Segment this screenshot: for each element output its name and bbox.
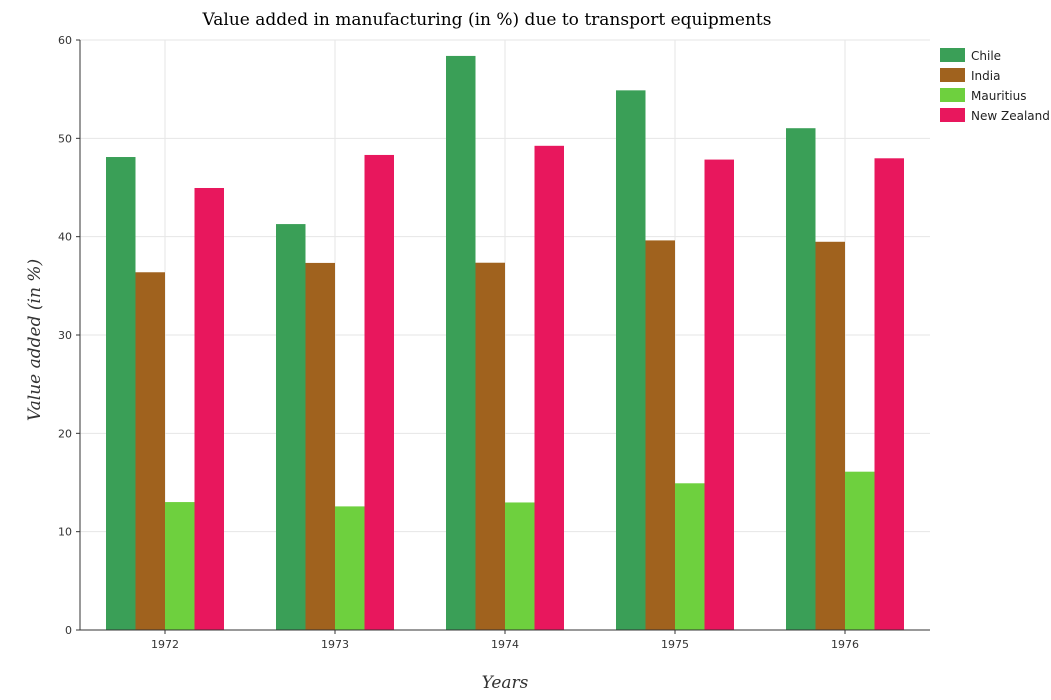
bar-india-1974: [475, 262, 505, 630]
x-tick-label: 1974: [491, 638, 519, 651]
bar-new-zealand-1973: [364, 154, 394, 630]
bar-chile-1974: [446, 55, 476, 631]
x-tick-label: 1975: [661, 638, 689, 651]
bar-mauritius-1972: [165, 502, 195, 630]
legend-swatch: [940, 88, 965, 102]
x-axis-title: Years: [482, 673, 529, 693]
bar-new-zealand-1975: [704, 159, 734, 630]
legend-label: Chile: [971, 49, 1001, 63]
y-tick-label: 30: [58, 329, 72, 342]
bar-india-1975: [645, 240, 675, 631]
axes: 0 10 20 30 40 50 60 1972 1973 1974 1975 1976: [58, 34, 930, 651]
bar-new-zealand-1976: [874, 158, 904, 631]
legend-swatch: [940, 68, 965, 82]
bar-mauritius-1974: [505, 502, 535, 630]
legend: Chile India Mauritius New Zealand: [940, 48, 1050, 123]
y-tick-label: 60: [58, 34, 72, 47]
legend-label: New Zealand: [971, 109, 1050, 123]
x-tick-label: 1973: [321, 638, 349, 651]
legend-swatch: [940, 48, 965, 62]
bar-mauritius-1975: [675, 483, 705, 630]
x-tick-label: 1972: [151, 638, 179, 651]
legend-label: India: [971, 69, 1000, 83]
bar-chile-1972: [106, 157, 136, 630]
bar-india-1972: [135, 272, 165, 630]
bar-mauritius-1976: [845, 471, 875, 630]
bar-mauritius-1973: [335, 506, 365, 630]
bar-new-zealand-1972: [194, 187, 224, 630]
y-tick-label: 10: [58, 526, 72, 539]
legend-label: Mauritius: [971, 89, 1026, 103]
y-tick-label: 40: [58, 231, 72, 244]
legend-swatch: [940, 108, 965, 122]
bar-new-zealand-1974: [534, 145, 564, 630]
chart-title: Value added in manufacturing (in %) due …: [202, 10, 772, 30]
bar-chile-1973: [276, 224, 306, 630]
bar-india-1976: [815, 241, 845, 630]
y-tick-label: 50: [58, 132, 72, 145]
y-tick-label: 0: [65, 624, 72, 637]
x-tick-label: 1976: [831, 638, 859, 651]
bar-india-1973: [305, 262, 335, 630]
y-axis-title: Value added (in %): [25, 259, 45, 421]
bar-chile-1976: [786, 128, 816, 630]
bars: [106, 55, 904, 631]
y-tick-label: 20: [58, 427, 72, 440]
bar-chile-1975: [616, 90, 646, 630]
